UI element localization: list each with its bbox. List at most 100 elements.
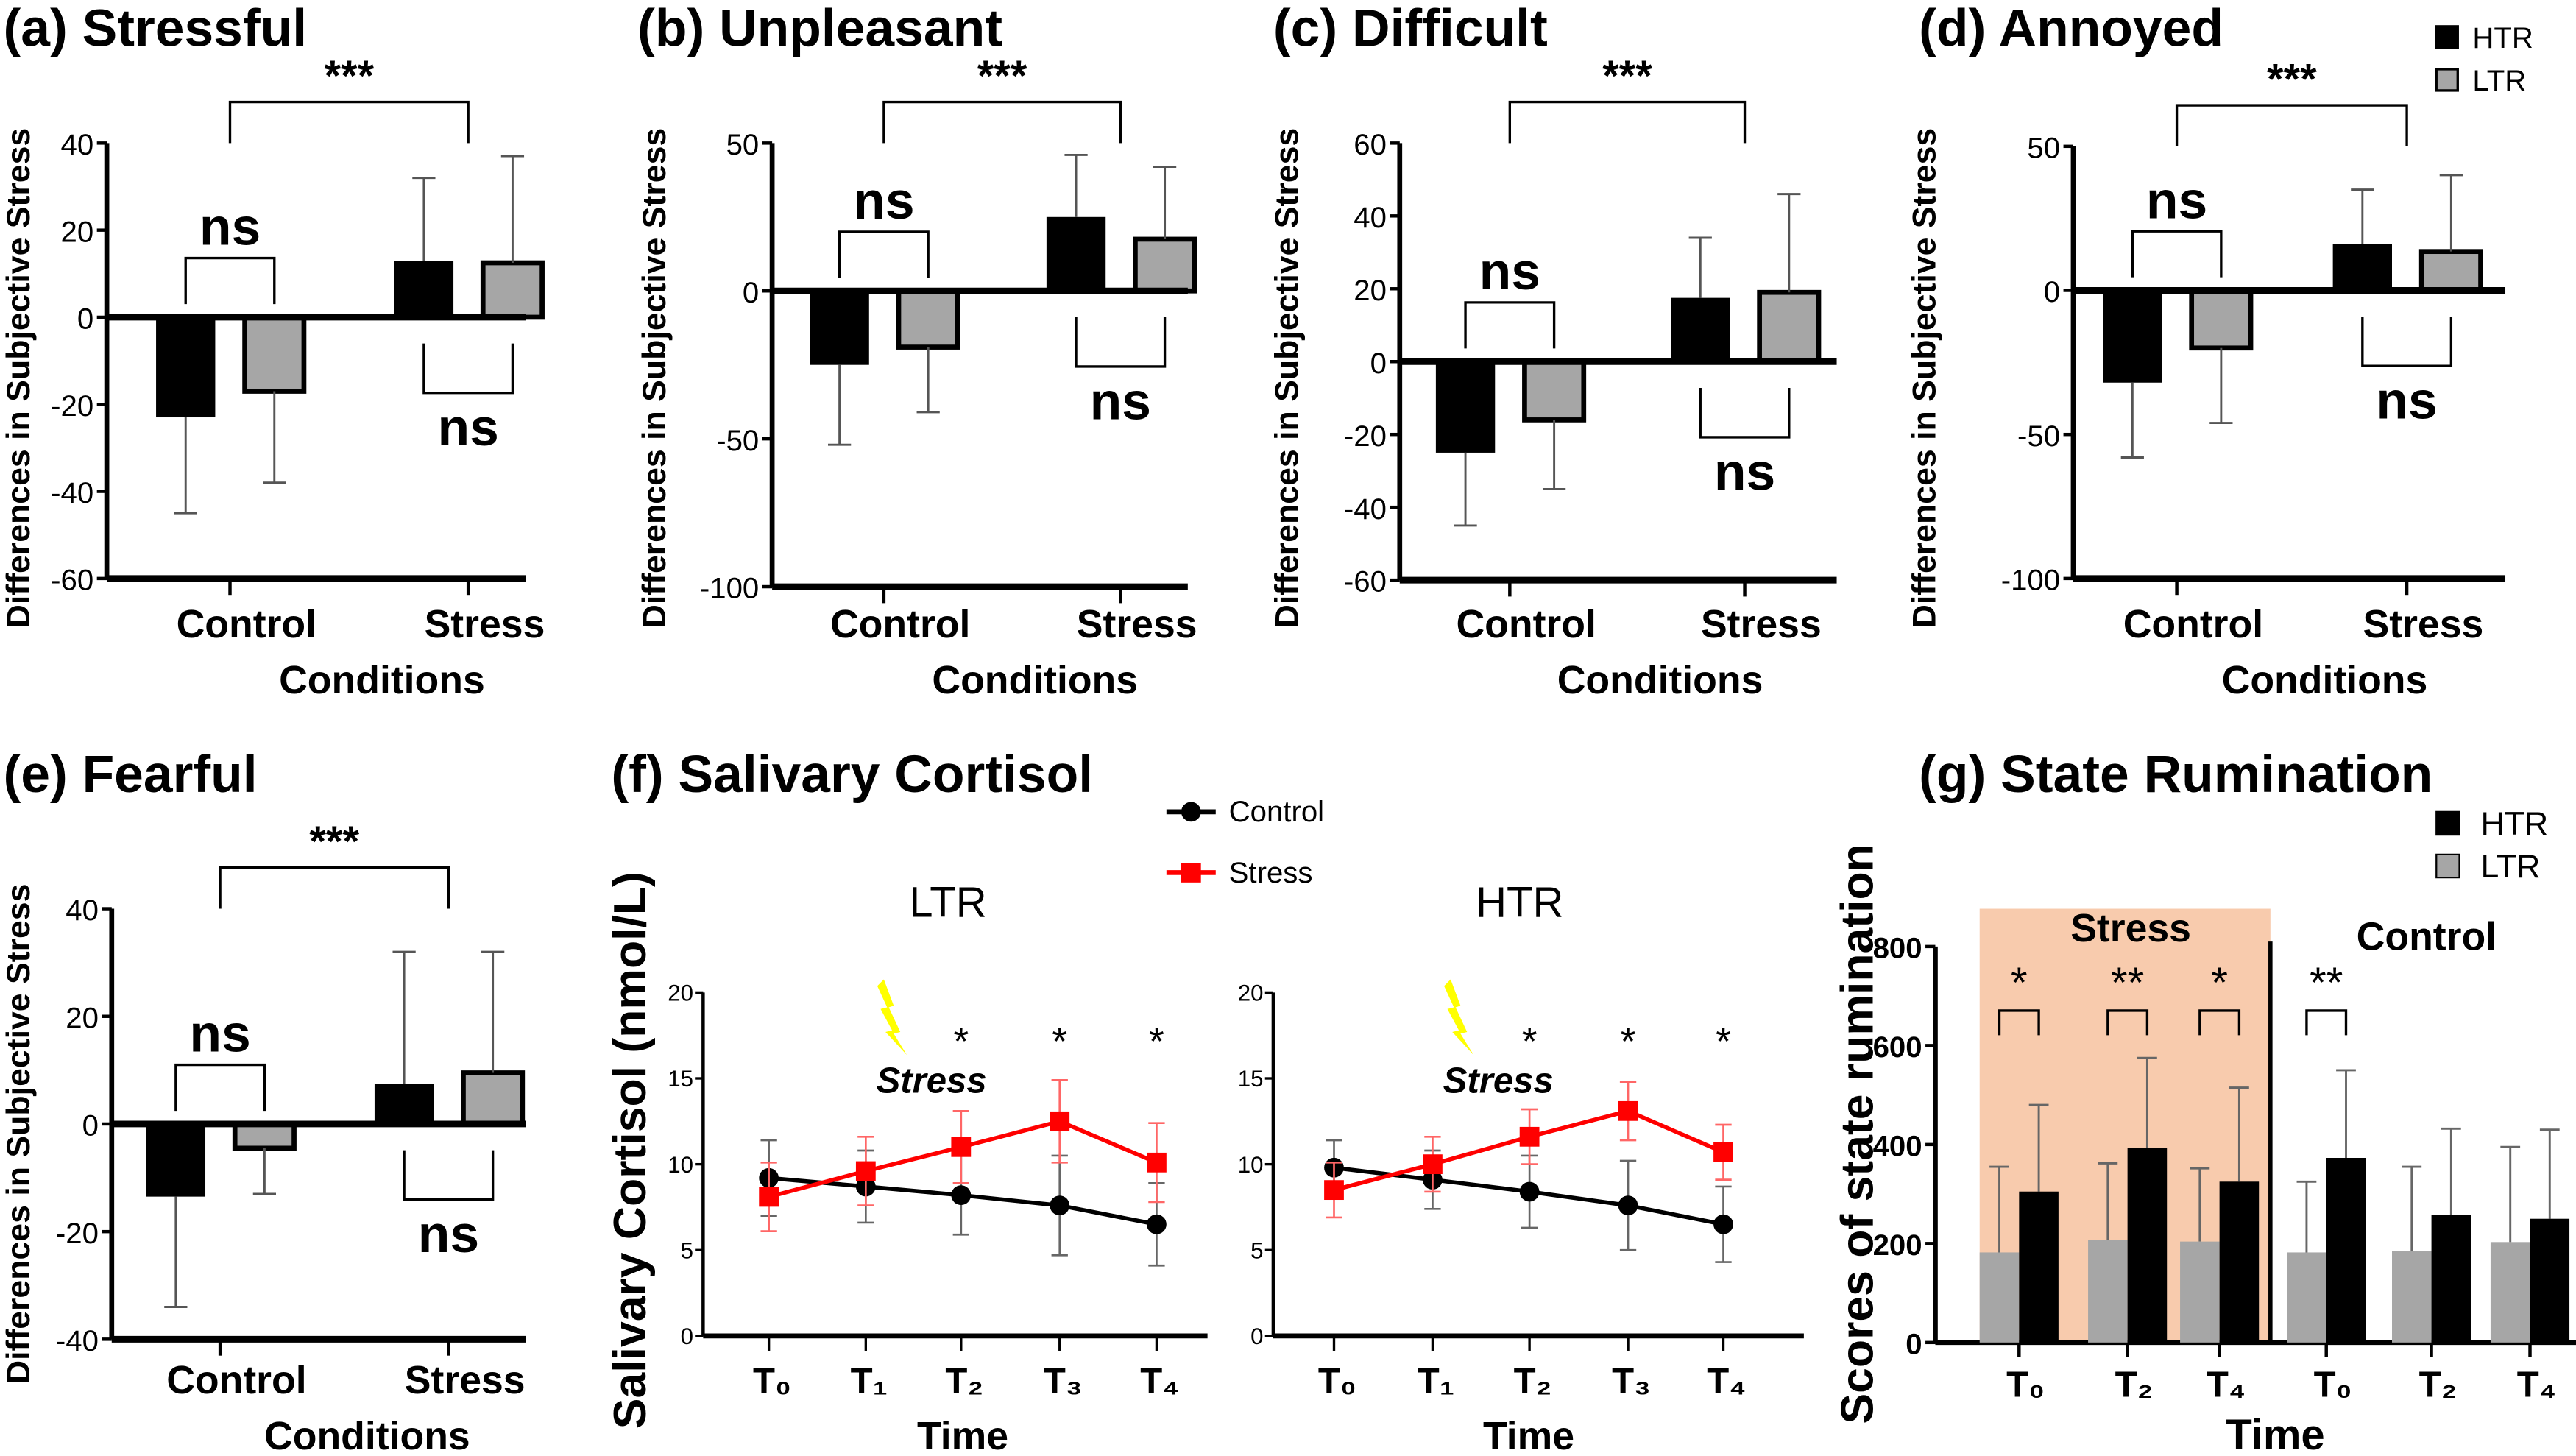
panel-f: (f) Salivary Cortisol Salivary Cortisol (… — [604, 745, 1804, 1456]
legend-swatch-htr — [2435, 810, 2460, 836]
bar-ltr-stress — [480, 260, 545, 320]
y-tick-label: 0 — [681, 1324, 693, 1349]
point-stress — [1324, 1180, 1344, 1201]
legend-marker-stress — [1181, 863, 1201, 883]
panel-b: (b) Unpleasant Differences in Subjective … — [637, 0, 1197, 702]
significance-bracket-stress — [1075, 317, 1167, 368]
group-label: Stress — [2070, 907, 2191, 950]
y-tick-label: 400 — [1873, 1129, 1922, 1162]
x-tick-label: Control — [177, 603, 316, 646]
y-tick-label: 40 — [61, 128, 94, 161]
y-tick-label: 20 — [61, 215, 94, 248]
significance-bracket-conditions — [228, 100, 470, 144]
y-tick-label: 15 — [668, 1066, 693, 1092]
significance-label: ns — [2146, 171, 2207, 230]
significance-bracket-control — [2131, 230, 2223, 278]
point-control — [1519, 1181, 1540, 1202]
x-tick-label: T₀ — [2006, 1365, 2045, 1404]
significance-label: * — [1052, 1020, 1067, 1064]
significance-label: ns — [199, 198, 261, 257]
x-tick-label: Control — [830, 603, 970, 646]
x-tick-label: T₄ — [2517, 1365, 2556, 1404]
x-axis-label: Conditions — [2222, 659, 2428, 702]
bar-ltr — [2392, 1251, 2432, 1343]
bar-ltr-stress — [1133, 236, 1197, 294]
point-stress — [1147, 1152, 1167, 1173]
significance-label: ns — [1714, 442, 1775, 501]
group-label: Control — [2357, 915, 2497, 958]
x-tick-label: T₄ — [2207, 1365, 2246, 1404]
significance-label: *** — [2267, 55, 2317, 103]
y-tick-label: -40 — [51, 476, 93, 509]
legend-swatch-ltr — [2435, 853, 2460, 879]
legend-swatch-htr — [2435, 25, 2459, 49]
y-tick-label: -20 — [56, 1217, 99, 1250]
significance-label: ns — [1479, 242, 1540, 301]
y-tick-label: 0 — [743, 276, 759, 309]
bar-htr — [2431, 1215, 2471, 1343]
y-tick-label: -60 — [1344, 565, 1387, 598]
significance-label: * — [1621, 1020, 1636, 1064]
point-stress — [855, 1161, 876, 1181]
panel-c: (c) Difficult Differences in Subjective S… — [1269, 0, 1837, 702]
bar-ltr — [2088, 1240, 2128, 1343]
y-tick-label: 20 — [668, 980, 693, 1006]
x-tick-label: T₂ — [2115, 1365, 2154, 1404]
significance-label: *** — [1602, 52, 1652, 100]
bar-ltr-control — [1522, 358, 1587, 423]
significance-label: ** — [2111, 959, 2144, 1007]
y-tick-label: -50 — [716, 424, 759, 457]
bar-htr-stress — [2332, 244, 2392, 291]
y-tick-label: -50 — [2017, 420, 2060, 453]
x-axis-label: Conditions — [264, 1415, 470, 1456]
panel-title: (f) Salivary Cortisol — [611, 745, 1093, 804]
bar-htr — [2019, 1191, 2059, 1343]
y-axis-label: Scores of state rumination — [1832, 844, 1883, 1424]
legend-label: HTR — [2472, 21, 2533, 54]
significance-bracket-conditions — [1508, 100, 1747, 144]
significance-label: * — [1149, 1020, 1164, 1064]
y-tick-label: -20 — [51, 389, 93, 423]
legend-top: HTR LTR — [2435, 21, 2533, 97]
bar-htr-control — [156, 317, 216, 418]
x-tick-label: T₁ — [851, 1362, 888, 1402]
subplot-htr: HTR 0 5 10 15 20 T₀ T₁ T₂ * T₃ * T₄ * Time Stress — [1238, 879, 1804, 1456]
bar-htr — [2326, 1158, 2366, 1343]
point-stress — [1050, 1111, 1070, 1131]
significance-bracket — [1998, 1009, 2040, 1036]
significance-bracket-stress — [422, 343, 514, 395]
point-control — [951, 1185, 972, 1206]
x-tick-label: T₀ — [1318, 1362, 1356, 1402]
bar-htr-stress — [374, 1084, 434, 1124]
significance-label: * — [1716, 1020, 1731, 1064]
bar-htr-control — [1435, 361, 1496, 453]
x-tick-label: Control — [1456, 603, 1596, 646]
significance-bracket-stress — [2361, 317, 2453, 367]
x-tick-label: Stress — [2363, 603, 2484, 646]
panel-d: (d) Annoyed Differences in Subjective Str… — [1906, 0, 2506, 702]
y-axis-label: Differences in Subjective Stress — [1, 884, 37, 1385]
point-stress — [1713, 1142, 1733, 1162]
x-tick-label: T₀ — [2314, 1365, 2352, 1404]
significance-label: * — [2011, 959, 2028, 1007]
bar-ltr-stress — [1757, 289, 1822, 364]
lightning-icon — [1444, 979, 1474, 1056]
y-tick-label: 10 — [668, 1152, 693, 1178]
bar-ltr-control — [232, 1121, 297, 1151]
significance-bracket-conditions — [219, 866, 450, 909]
legend-label: LTR — [2472, 64, 2526, 97]
bar-ltr-control — [2189, 288, 2254, 351]
bar-ltr-stress — [461, 1070, 526, 1127]
significance-bracket-conditions — [882, 100, 1122, 144]
y-tick-label: 0 — [82, 1109, 99, 1142]
y-tick-label: 20 — [66, 1001, 99, 1034]
y-tick-label: 15 — [1238, 1066, 1264, 1092]
significance-bracket-conditions — [2175, 104, 2408, 146]
bar-htr — [2127, 1148, 2168, 1343]
significance-label: ns — [189, 1005, 250, 1064]
legend-label: LTR — [2481, 849, 2541, 885]
bar-ltr — [1979, 1252, 2020, 1343]
subplot-title: HTR — [1476, 879, 1563, 927]
significance-bracket-stress — [403, 1150, 495, 1201]
stress-event-label: Stress — [1443, 1061, 1554, 1101]
